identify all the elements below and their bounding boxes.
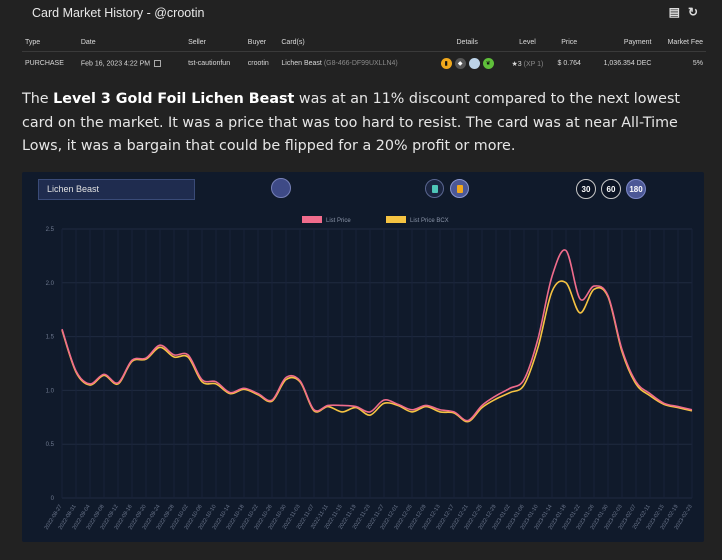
row-market-fee: 5% [692, 60, 703, 67]
row-buyer[interactable]: crootin [247, 60, 269, 67]
y-tick-label: 1.5 [46, 335, 55, 341]
col-seller[interactable]: Seller [185, 36, 245, 52]
row-payment: 1,036.354 DEC [603, 60, 652, 67]
external-link-icon[interactable] [154, 59, 162, 67]
y-tick-label: 2.5 [46, 227, 55, 233]
col-details[interactable]: Details [430, 36, 504, 52]
legend-label: List Price [326, 218, 351, 224]
gold-foil-toggle-icon[interactable] [450, 179, 469, 198]
row-level: 3 [517, 60, 522, 68]
page-title: Card Market History - @crootin [32, 6, 205, 20]
para-bold: Level 3 Gold Foil Lichen Beast [53, 91, 295, 107]
row-card-cell: Lichen Beast (G8-466-DF99UXLLN4) [278, 52, 430, 76]
row-date-cell: Feb 16, 2023 4:22 PM [78, 52, 185, 76]
price-chart: 00.51.01.52.02.52022-08-272022-08-312022… [44, 216, 694, 531]
y-tick-label: 2.0 [46, 281, 55, 287]
circle-toggle-button[interactable] [271, 178, 291, 198]
y-tick-label: 1.0 [46, 388, 55, 394]
row-level-cell: ★3 (XP 1) [504, 52, 551, 76]
row-card-name[interactable]: Lichen Beast [281, 60, 322, 67]
table-row: PURCHASE Feb 16, 2023 4:22 PM tst-cautio… [22, 52, 706, 76]
neutral-element-icon: ◆ [454, 58, 466, 69]
legend-swatch [302, 216, 322, 223]
table-header-row: Type Date Seller Buyer Card(s) Details L… [22, 36, 706, 52]
regular-foil-toggle-icon[interactable] [425, 179, 444, 198]
col-date[interactable]: Date [77, 36, 186, 52]
edition-icon [468, 58, 480, 69]
gold-foil-icon: ▮ [440, 58, 452, 69]
legend-swatch [386, 216, 406, 223]
para-pre: The [22, 91, 54, 107]
y-tick-label: 0 [51, 496, 55, 502]
col-cards[interactable]: Card(s) [278, 36, 431, 52]
series-line-list-price [61, 249, 693, 422]
description-paragraph: The Level 3 Gold Foil Lichen Beast was a… [22, 88, 712, 159]
col-price[interactable]: Price [550, 36, 588, 52]
col-buyer[interactable]: Buyer [244, 36, 279, 52]
legend-label: List Price BCX [410, 218, 449, 224]
earth-element-icon: ❦ [482, 58, 494, 69]
col-level[interactable]: Level [503, 36, 551, 52]
row-card-id: (G8-466-DF99UXLLN4) [323, 60, 398, 67]
series-line-list-price-bcx [61, 280, 693, 423]
range-180-button[interactable]: 180 [626, 179, 646, 199]
top-bar: Card Market History - @crootin ▤ ↻ [0, 0, 722, 30]
market-history-table: Type Date Seller Buyer Card(s) Details L… [22, 36, 706, 75]
range-30-button[interactable]: 30 [576, 179, 596, 199]
row-seller[interactable]: tst-cautionfun [188, 60, 231, 67]
refresh-icon[interactable]: ↻ [687, 5, 698, 19]
document-icon[interactable]: ▤ [668, 5, 680, 19]
row-price: $ 0.764 [557, 60, 581, 67]
col-type[interactable]: Type [22, 36, 78, 52]
row-date: Feb 16, 2023 4:22 PM [80, 60, 151, 68]
y-tick-label: 0.5 [46, 442, 55, 448]
card-search-input[interactable]: Lichen Beast [38, 179, 195, 200]
col-payment[interactable]: Payment [587, 36, 655, 52]
row-details: ▮ ◆ ❦ [431, 52, 504, 76]
row-type: PURCHASE [25, 60, 64, 67]
top-actions: ▤ ↻ [669, 5, 698, 19]
range-60-button[interactable]: 60 [601, 179, 621, 199]
row-xp: (XP 1) [523, 60, 544, 68]
para-post: was at an 11% discount compared to the n… [22, 91, 681, 154]
chart-panel: Lichen Beast 30 60 180 0 0.5 1.0 1.5 2.0 2.5 2… [22, 172, 704, 542]
star-icon: ★ [511, 60, 518, 68]
col-market-fee[interactable]: Market Fee [654, 36, 706, 52]
